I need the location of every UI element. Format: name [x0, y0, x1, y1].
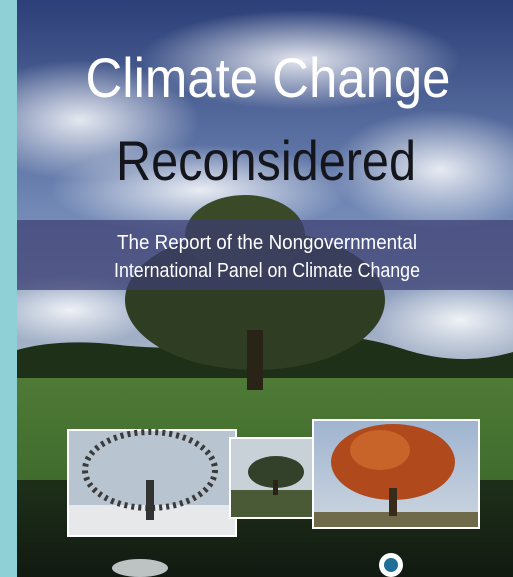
title: Climate Change: [86, 46, 451, 109]
photo-summer-tree: [229, 437, 319, 519]
subtitle: The Report of the Nongovernmental: [117, 232, 417, 254]
logos: [112, 553, 403, 577]
photo-autumn-tree: [312, 419, 480, 529]
clouds: [0, 10, 513, 360]
spine-strip: [0, 0, 17, 577]
title: Reconsidered: [116, 129, 416, 192]
subtitle: International Panel on Climate Change: [114, 260, 420, 282]
subtitle-banner: [17, 220, 513, 290]
photo-winter-tree: [67, 429, 237, 537]
